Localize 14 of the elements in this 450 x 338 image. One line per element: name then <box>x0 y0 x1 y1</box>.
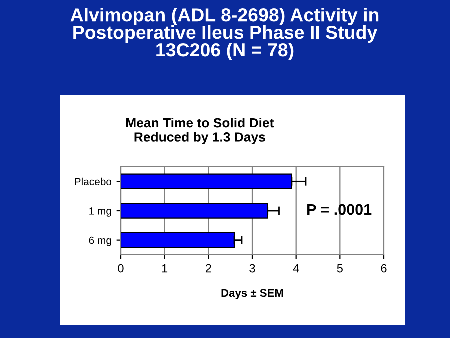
x-axis-title: Days ± SEM <box>222 289 284 300</box>
chart-title: Alvimopan (ADL 8-2698) Activity in Postoperative Ileus Phase II Study 13C206 (N = 78) <box>70 8 379 60</box>
y-tick-label: 6 mg <box>89 236 112 246</box>
x-tick-label: 2 <box>206 264 212 273</box>
annotation: P = .0001 <box>308 204 372 216</box>
x-tick-label: 1 <box>162 264 168 273</box>
y-tick-label: Placebo <box>75 178 112 186</box>
x-tick-label: 0 <box>118 264 124 273</box>
x-tick-label: 3 <box>250 264 256 273</box>
chart-subtitle: Mean Time to Solid Diet Reduced by 1.3 Days <box>126 118 274 145</box>
x-tick-label: 4 <box>293 264 300 273</box>
x-tick-label: 5 <box>337 264 343 273</box>
y-tick-label: 1 mg <box>90 208 112 217</box>
x-tick-label: 6 <box>381 264 387 273</box>
